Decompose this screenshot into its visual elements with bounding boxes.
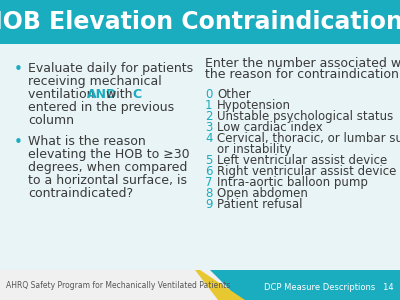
Text: elevating the HOB to ≥30: elevating the HOB to ≥30 (28, 148, 190, 161)
Bar (0, 0, 400, 44)
Text: 1: 1 (205, 99, 212, 112)
Text: to a horizontal surface, is: to a horizontal surface, is (28, 174, 187, 187)
Text: Patient refusal: Patient refusal (217, 198, 302, 211)
Text: ventilation: ventilation (28, 88, 98, 101)
Polygon shape (210, 270, 400, 300)
Text: Low cardiac index: Low cardiac index (217, 121, 323, 134)
Text: •: • (14, 62, 23, 77)
Text: 0: 0 (205, 88, 212, 101)
Text: HOB Elevation Contraindications: HOB Elevation Contraindications (0, 10, 400, 34)
Text: receiving mechanical: receiving mechanical (28, 75, 162, 88)
Text: 8: 8 (205, 187, 212, 200)
Text: AHRQ Safety Program for Mechanically Ventilated Patients: AHRQ Safety Program for Mechanically Ven… (6, 280, 230, 290)
Text: column: column (28, 114, 74, 127)
Text: or instability: or instability (217, 143, 291, 156)
Text: What is the reason: What is the reason (28, 135, 146, 148)
Text: contraindicated?: contraindicated? (28, 187, 133, 200)
Text: the reason for contraindication:: the reason for contraindication: (205, 68, 400, 82)
Text: 2: 2 (205, 110, 212, 123)
Text: degrees, when compared: degrees, when compared (28, 161, 187, 174)
Text: 9: 9 (205, 198, 212, 211)
Text: Other: Other (217, 88, 251, 101)
Text: Cervical, thoracic, or lumbar surgery: Cervical, thoracic, or lumbar surgery (217, 132, 400, 145)
Text: 7: 7 (205, 176, 212, 189)
Text: 6: 6 (205, 165, 212, 178)
Text: DCP Measure Descriptions   14: DCP Measure Descriptions 14 (264, 283, 394, 292)
Text: 3: 3 (205, 121, 212, 134)
Text: 5: 5 (205, 154, 212, 167)
Text: with: with (102, 88, 137, 101)
Text: Left ventricular assist device: Left ventricular assist device (217, 154, 387, 167)
Text: Right ventricular assist device: Right ventricular assist device (217, 165, 396, 178)
Text: Hypotension: Hypotension (217, 99, 291, 112)
Text: Open abdomen: Open abdomen (217, 187, 308, 200)
Bar (0, 270, 400, 300)
Text: AND: AND (88, 88, 118, 101)
Text: 4: 4 (205, 132, 212, 145)
Text: Intra-aortic balloon pump: Intra-aortic balloon pump (217, 176, 368, 189)
Text: entered in the previous: entered in the previous (28, 101, 174, 114)
Text: Unstable psychological status: Unstable psychological status (217, 110, 393, 123)
Text: Enter the number associated with: Enter the number associated with (205, 57, 400, 70)
Text: •: • (14, 135, 23, 150)
Text: Evaluate daily for patients: Evaluate daily for patients (28, 62, 193, 75)
Polygon shape (195, 270, 245, 300)
Text: C: C (132, 88, 141, 101)
